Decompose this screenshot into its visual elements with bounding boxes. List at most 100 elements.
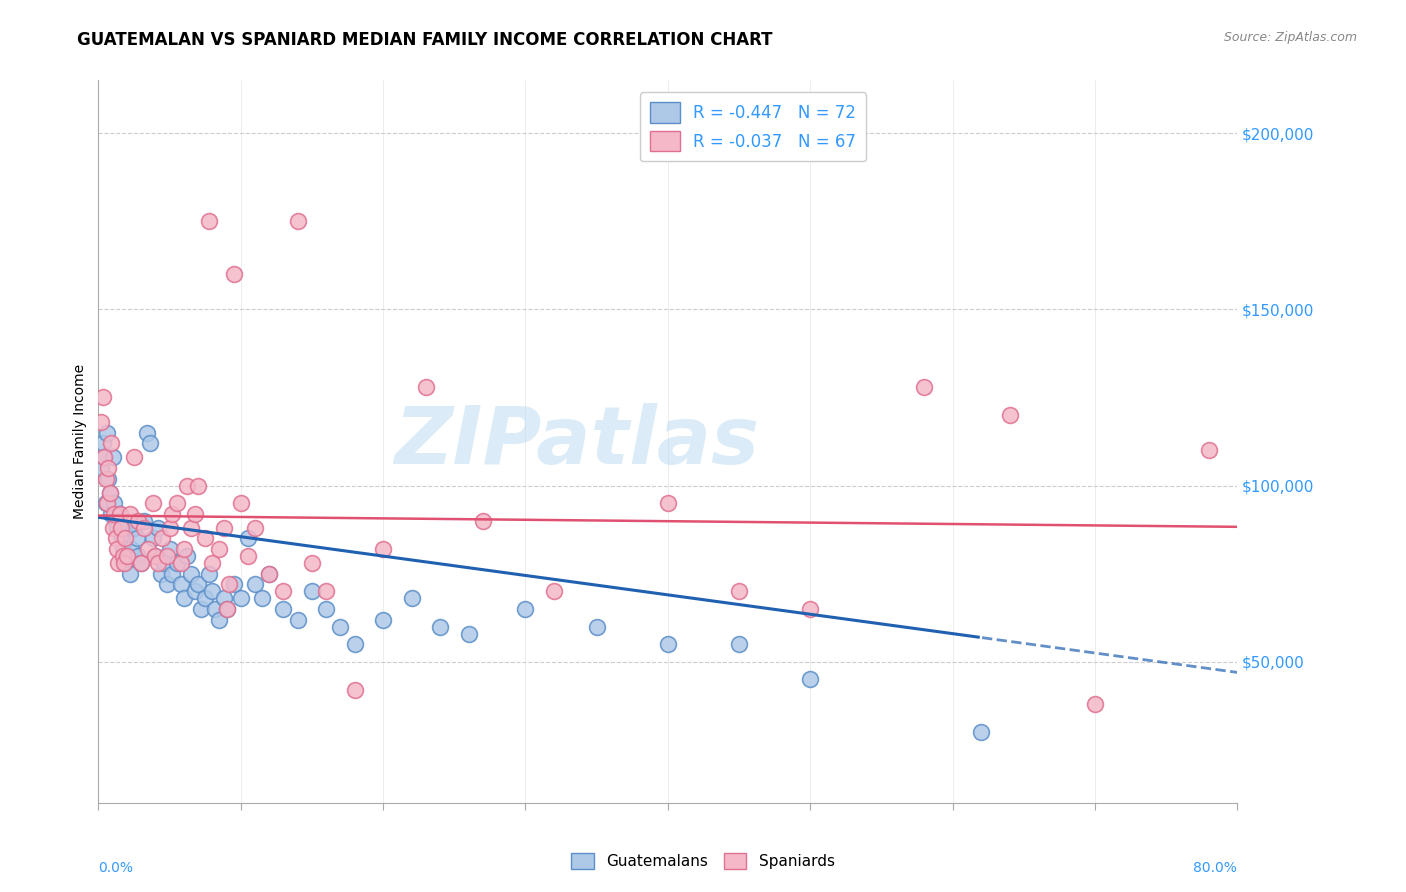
Point <box>162 507 184 521</box>
Point <box>170 556 193 570</box>
Point <box>118 507 141 521</box>
Point <box>162 566 184 581</box>
Point <box>108 507 131 521</box>
Point <box>198 214 221 228</box>
Point <box>273 584 295 599</box>
Point <box>118 566 141 581</box>
Point <box>201 556 224 570</box>
Point <box>212 521 235 535</box>
Point <box>115 549 138 563</box>
Point <box>229 591 252 606</box>
Point <box>208 613 231 627</box>
Point <box>194 532 217 546</box>
Point <box>125 532 148 546</box>
Point <box>91 391 114 405</box>
Point <box>159 521 181 535</box>
Point <box>107 556 129 570</box>
Point <box>94 496 117 510</box>
Point <box>100 507 122 521</box>
Point <box>799 602 821 616</box>
Point <box>401 591 423 606</box>
Point <box>129 556 152 570</box>
Point <box>315 602 337 616</box>
Point <box>138 436 160 450</box>
Point <box>180 566 202 581</box>
Point <box>96 496 118 510</box>
Point <box>108 507 131 521</box>
Point <box>122 450 145 465</box>
Point <box>136 542 159 557</box>
Point <box>728 637 751 651</box>
Point <box>141 496 163 510</box>
Point <box>159 542 181 557</box>
Point <box>110 528 132 542</box>
Point <box>1084 697 1107 711</box>
Point <box>173 591 195 606</box>
Point <box>912 380 935 394</box>
Point <box>145 549 167 563</box>
Point <box>93 450 115 465</box>
Point <box>129 556 152 570</box>
Point <box>103 507 125 521</box>
Point <box>153 556 176 570</box>
Point <box>201 584 224 599</box>
Point <box>287 214 309 228</box>
Point <box>173 542 195 557</box>
Point <box>110 521 132 535</box>
Point <box>259 566 281 581</box>
Point <box>415 380 437 394</box>
Point <box>120 542 142 557</box>
Point <box>148 556 170 570</box>
Point <box>141 532 163 546</box>
Point <box>93 450 115 465</box>
Point <box>115 549 138 563</box>
Point <box>243 521 266 535</box>
Point <box>100 436 122 450</box>
Point <box>243 577 266 591</box>
Point <box>259 566 281 581</box>
Point <box>152 532 174 546</box>
Point <box>97 471 120 485</box>
Point <box>111 549 134 563</box>
Point <box>112 521 135 535</box>
Point <box>429 619 451 633</box>
Point <box>132 521 155 535</box>
Legend: R = -0.447   N = 72, R = -0.037   N = 67: R = -0.447 N = 72, R = -0.037 N = 67 <box>640 92 866 161</box>
Point <box>212 591 235 606</box>
Point <box>215 602 238 616</box>
Point <box>657 496 679 510</box>
Point <box>329 619 352 633</box>
Point <box>184 584 207 599</box>
Point <box>114 532 136 546</box>
Point <box>190 602 212 616</box>
Point <box>222 267 245 281</box>
Point <box>156 549 179 563</box>
Point <box>98 485 121 500</box>
Point <box>111 542 134 557</box>
Point <box>91 436 114 450</box>
Point <box>236 549 259 563</box>
Point <box>343 637 366 651</box>
Point <box>176 478 198 492</box>
Point <box>187 478 209 492</box>
Point <box>515 602 537 616</box>
Point <box>127 549 149 563</box>
Point <box>194 591 217 606</box>
Point <box>101 450 124 465</box>
Point <box>457 626 479 640</box>
Point <box>127 514 149 528</box>
Point <box>103 496 125 510</box>
Text: 0.0%: 0.0% <box>98 861 134 874</box>
Point <box>97 461 120 475</box>
Point <box>222 577 245 591</box>
Point <box>105 542 128 557</box>
Point <box>156 577 179 591</box>
Point <box>657 637 679 651</box>
Point <box>373 613 395 627</box>
Point <box>273 602 295 616</box>
Point <box>94 471 117 485</box>
Point <box>180 521 202 535</box>
Point <box>104 532 127 546</box>
Point <box>96 425 118 440</box>
Point <box>166 496 188 510</box>
